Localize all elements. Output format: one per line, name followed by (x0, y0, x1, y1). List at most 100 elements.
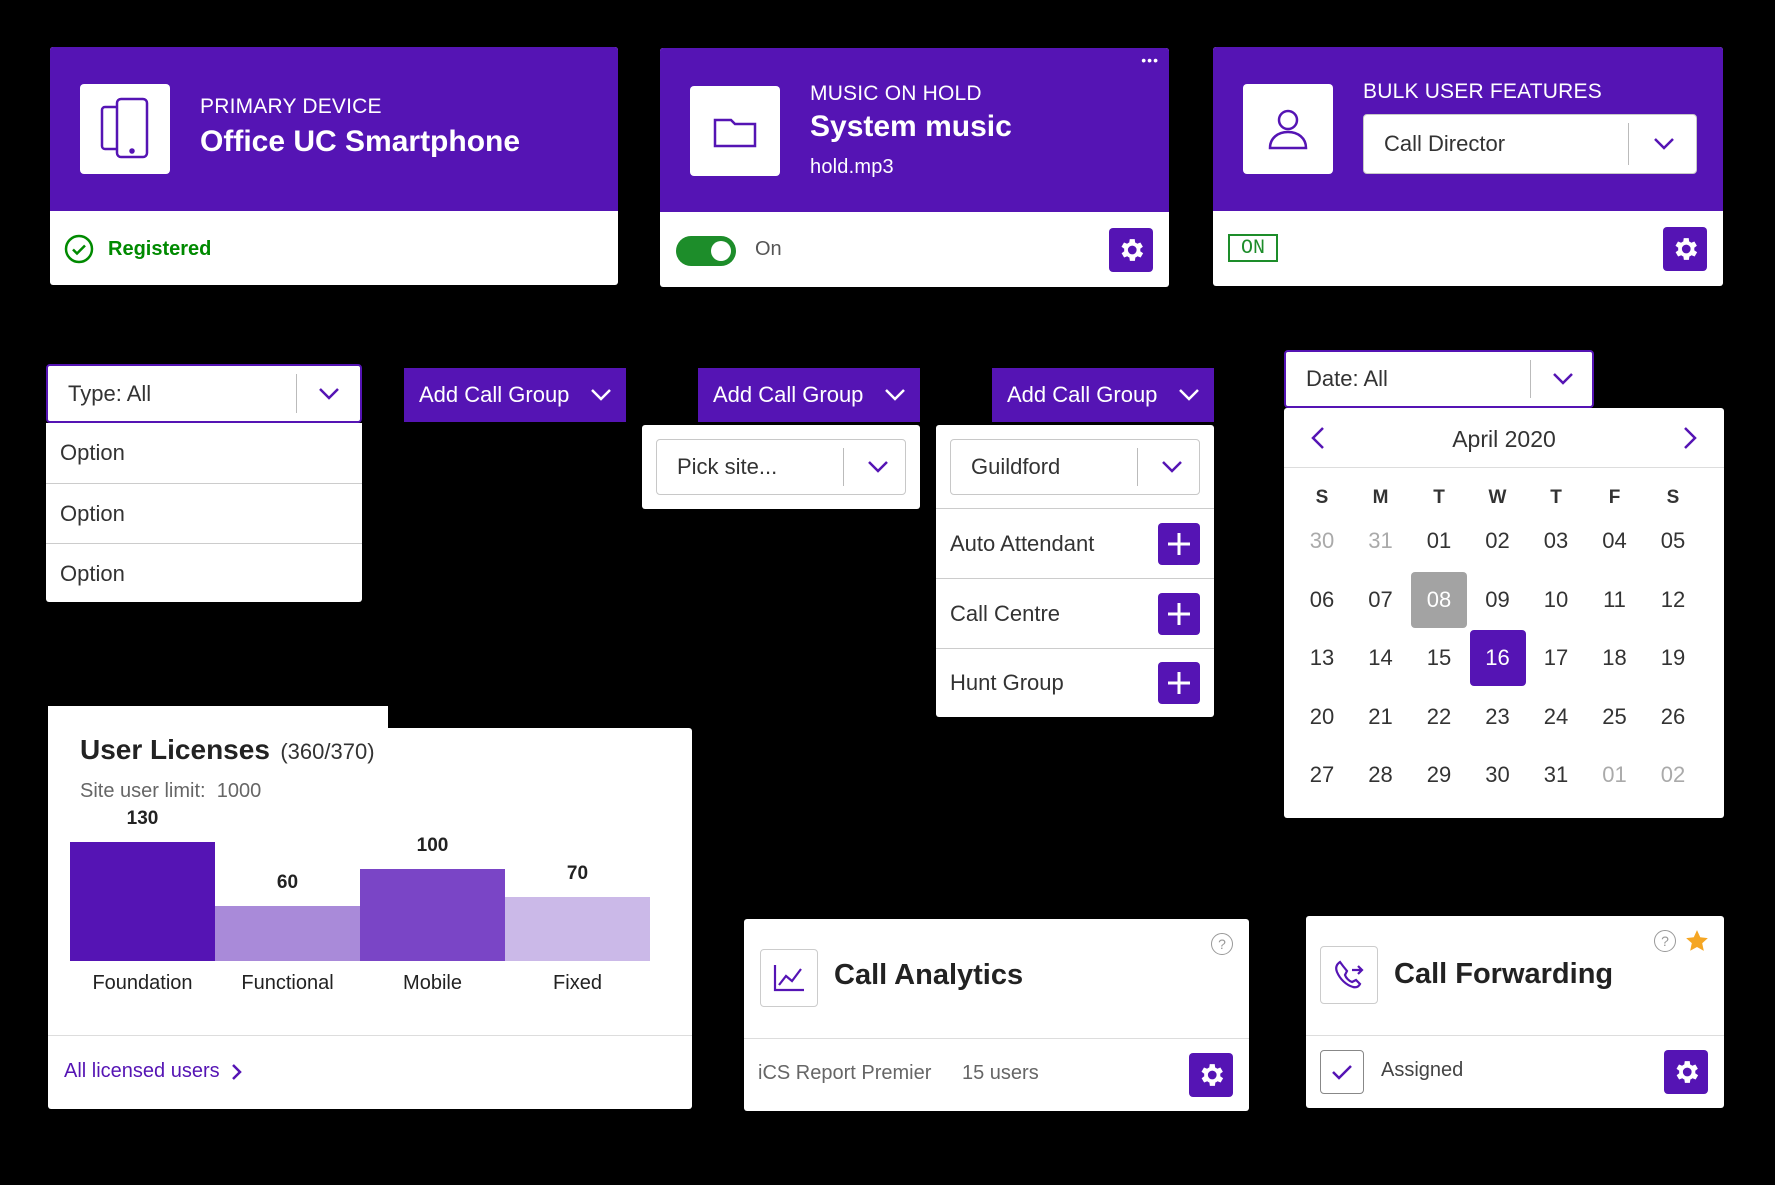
calendar-day[interactable]: 02 (1660, 762, 1686, 787)
calendar-day[interactable]: 25 (1602, 703, 1627, 729)
menu-option[interactable]: Option (46, 543, 362, 603)
music-title: System music (810, 110, 1012, 143)
calendar-day[interactable]: 28 (1368, 762, 1393, 787)
call-group-item[interactable]: Hunt Group (936, 648, 1214, 717)
gear-icon (1676, 1061, 1699, 1083)
calendar-day[interactable]: 27 (1309, 762, 1335, 787)
music-toggle[interactable] (676, 236, 736, 266)
card-divider (744, 1038, 1249, 1039)
calendar-day[interactable]: 30 (1309, 528, 1335, 553)
site-select-value: Guildford (971, 454, 1061, 479)
calendar-day[interactable]: 15 (1426, 645, 1452, 670)
calendar-day[interactable]: 02 (1485, 528, 1510, 553)
analytics-title: Call Analytics (834, 959, 1024, 991)
menu-option[interactable]: Option (60, 440, 125, 465)
chevron-down-icon (885, 389, 905, 401)
weekday-header: S (1315, 487, 1329, 508)
menu-option[interactable]: Option (46, 483, 362, 543)
check-icon (1332, 1065, 1352, 1080)
site-picker-panel: Pick site... (642, 425, 920, 509)
calendar-day[interactable]: 10 (1543, 586, 1569, 612)
calendar-day[interactable]: 19 (1660, 645, 1686, 670)
calendar-day[interactable]: 31 (1368, 528, 1393, 553)
folder-icon (690, 86, 780, 176)
settings-button[interactable] (1663, 227, 1707, 271)
calendar-day[interactable]: 09 (1485, 586, 1510, 612)
licenses-count: (360/370) (280, 739, 375, 764)
calendar-day[interactable]: 01 (1602, 762, 1627, 787)
licenses-title: User Licenses (80, 734, 270, 765)
calendar-day[interactable]: 07 (1368, 586, 1393, 612)
calendar: April 2020 S M T W T F S 30 31 01 02 03 04 05 06 07 08 09… (1284, 408, 1724, 818)
settings-button[interactable] (1189, 1053, 1233, 1097)
more-options-icon[interactable]: ••• (1141, 52, 1159, 68)
help-icon[interactable]: ? (1211, 933, 1233, 955)
add-button[interactable] (1158, 592, 1200, 635)
call-group-item-label: Call Centre (950, 600, 1061, 626)
add-call-group-button[interactable]: Add Call Group (404, 368, 626, 422)
help-icon[interactable]: ? (1654, 930, 1676, 952)
bar-value-label: 130 (126, 808, 159, 829)
chevron-left-icon[interactable] (1310, 426, 1326, 450)
star-icon[interactable] (1684, 928, 1710, 954)
gear-icon (1675, 238, 1698, 260)
calendar-day[interactable]: 03 (1543, 528, 1569, 553)
chart-bar (360, 869, 505, 961)
calendar-day[interactable]: 14 (1368, 645, 1393, 670)
calendar-day[interactable]: 24 (1543, 703, 1569, 729)
calendar-day[interactable]: 12 (1660, 586, 1686, 612)
calendar-day[interactable]: 20 (1309, 703, 1335, 729)
registered-label: Registered (108, 237, 212, 260)
calendar-day[interactable]: 21 (1368, 703, 1393, 729)
calendar-divider (1284, 467, 1724, 468)
calendar-day[interactable]: 30 (1485, 762, 1510, 787)
chevron-down-icon (591, 389, 611, 401)
calendar-day[interactable]: 29 (1426, 762, 1452, 787)
bar-value-label: 60 (276, 872, 299, 894)
card-caption: BULK USER FEATURES (1363, 80, 1602, 103)
add-button[interactable] (1158, 522, 1200, 565)
chevron-down-icon (1553, 373, 1573, 385)
calendar-day[interactable]: 04 (1602, 528, 1627, 553)
settings-button[interactable] (1664, 1050, 1708, 1094)
chevron-down-icon (319, 387, 339, 400)
type-select[interactable]: Type: All (46, 364, 362, 423)
site-select[interactable]: Guildford (950, 439, 1200, 495)
chevron-down-icon (1179, 389, 1199, 401)
calendar-day[interactable]: 18 (1602, 645, 1627, 670)
calendar-day[interactable]: 23 (1485, 703, 1510, 729)
forwarding-title: Call Forwarding (1394, 958, 1614, 990)
music-file: hold.mp3 (810, 156, 894, 178)
all-licensed-users-link[interactable]: All licensed users (64, 1060, 242, 1083)
date-select[interactable]: Date: All (1284, 350, 1594, 408)
calendar-day[interactable]: 05 (1660, 528, 1686, 553)
plus-icon (1168, 672, 1190, 694)
call-group-item-label: Auto Attendant (950, 530, 1095, 556)
chevron-right-icon[interactable] (1682, 426, 1698, 450)
primary-device-card: PRIMARY DEVICE Office UC Smartphone Regi… (50, 47, 618, 285)
add-call-group-button[interactable]: Add Call Group (698, 368, 920, 422)
calendar-day[interactable]: 11 (1603, 586, 1626, 612)
chart-bar (505, 896, 650, 961)
licenses-title-row: User Licenses (360/370) (80, 734, 375, 766)
settings-button[interactable] (1109, 228, 1153, 272)
assigned-checkbox[interactable] (1320, 1050, 1364, 1094)
calendar-day[interactable]: 01 (1426, 528, 1452, 553)
site-select[interactable]: Pick site... (656, 439, 906, 495)
calendar-day[interactable]: 17 (1543, 645, 1569, 670)
device-title: Office UC Smartphone (200, 125, 521, 158)
calendar-day[interactable]: 26 (1660, 703, 1686, 729)
call-group-item[interactable]: Auto Attendant (936, 508, 1214, 578)
call-forward-icon (1335, 960, 1364, 989)
calendar-day-today[interactable]: 08 (1411, 571, 1467, 628)
chart-bar (215, 906, 360, 961)
calendar-day[interactable]: 13 (1309, 645, 1335, 670)
calendar-day[interactable]: 22 (1426, 703, 1452, 729)
add-call-group-button[interactable]: Add Call Group (992, 368, 1214, 422)
call-group-item[interactable]: Call Centre (936, 578, 1214, 648)
calendar-day-selected[interactable]: 16 (1469, 630, 1526, 686)
feature-select[interactable]: Call Director (1363, 114, 1697, 174)
add-button[interactable] (1158, 662, 1200, 704)
calendar-day[interactable]: 31 (1543, 762, 1569, 787)
calendar-day[interactable]: 06 (1309, 586, 1335, 612)
